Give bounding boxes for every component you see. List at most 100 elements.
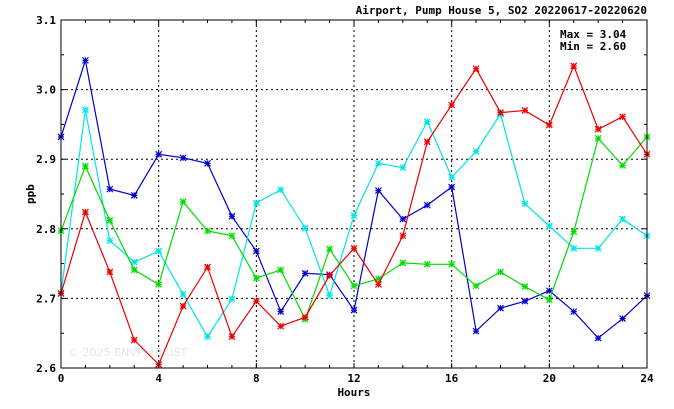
data-point xyxy=(594,125,602,133)
data-point xyxy=(179,198,187,206)
data-point xyxy=(252,247,260,255)
data-point xyxy=(81,56,89,64)
data-point xyxy=(155,281,163,288)
data-point xyxy=(228,333,236,341)
chart-title: Airport, Pump House 5, SO2 20220617-2022… xyxy=(356,4,647,17)
data-point xyxy=(472,65,480,73)
data-point xyxy=(594,244,602,252)
y-axis-label: ppb xyxy=(24,184,37,204)
watermark-text: © 2025 ENVP, HKUST xyxy=(68,346,188,359)
data-point xyxy=(179,290,187,298)
data-point xyxy=(399,164,407,171)
data-point xyxy=(106,237,114,245)
data-point xyxy=(521,283,529,290)
data-point xyxy=(350,306,358,314)
x-tick-label: 0 xyxy=(58,372,65,385)
data-point xyxy=(106,185,114,193)
x-tick-label: 24 xyxy=(640,372,654,385)
data-point xyxy=(472,148,480,155)
data-point xyxy=(399,215,407,223)
data-point xyxy=(570,244,578,252)
data-point xyxy=(204,263,211,271)
data-point xyxy=(204,333,211,341)
data-point xyxy=(252,199,260,207)
data-point xyxy=(277,308,285,316)
data-point xyxy=(155,247,163,255)
data-point xyxy=(228,232,236,240)
data-point xyxy=(448,173,456,181)
y-tick-label: 3.1 xyxy=(36,14,56,27)
data-point xyxy=(81,162,89,170)
data-point xyxy=(277,322,285,330)
data-point xyxy=(472,327,480,335)
data-point xyxy=(179,302,187,310)
data-point xyxy=(204,159,211,167)
y-tick-label: 2.6 xyxy=(36,362,56,375)
x-tick-label: 4 xyxy=(155,372,162,385)
data-point xyxy=(130,191,138,199)
data-point xyxy=(448,260,456,268)
data-point xyxy=(472,282,480,290)
data-point xyxy=(350,282,358,290)
data-point xyxy=(301,224,309,232)
data-point xyxy=(570,308,578,316)
series-line xyxy=(60,109,648,338)
data-point xyxy=(130,266,138,274)
x-tick-label: 8 xyxy=(253,372,260,385)
data-point xyxy=(106,268,114,276)
data-point xyxy=(399,259,407,267)
data-point xyxy=(570,62,578,70)
data-point xyxy=(423,118,431,126)
data-point xyxy=(326,272,334,279)
data-point xyxy=(448,183,456,191)
data-point xyxy=(301,313,309,321)
data-point xyxy=(497,109,504,116)
data-point xyxy=(545,121,553,129)
data-point xyxy=(228,212,236,220)
data-point xyxy=(448,101,456,109)
data-point xyxy=(106,217,114,224)
data-point xyxy=(545,296,553,304)
tick-labels: 0 4 8 12 16 20 24 2.6 2.7 2.8 2.9 3.0 3.1 xyxy=(36,14,654,385)
data-point xyxy=(521,200,529,208)
x-tick-label: 16 xyxy=(445,372,459,385)
data-point xyxy=(81,106,89,114)
data-point xyxy=(570,228,578,236)
data-point xyxy=(619,113,627,121)
series-3 xyxy=(57,133,651,323)
data-point xyxy=(594,134,602,142)
data-point xyxy=(350,244,358,252)
data-point xyxy=(619,162,627,169)
y-tick-label: 2.7 xyxy=(36,292,56,305)
grid-lines xyxy=(61,20,647,368)
data-point xyxy=(521,107,529,114)
data-point xyxy=(423,138,431,146)
data-point xyxy=(374,187,382,194)
data-point xyxy=(130,336,138,344)
data-point xyxy=(179,154,187,162)
data-point xyxy=(350,212,358,220)
data-point xyxy=(545,222,553,230)
data-point xyxy=(277,186,285,194)
min-label: Min = 2.60 xyxy=(560,40,626,53)
max-label: Max = 3.04 xyxy=(560,28,627,41)
tick-marks xyxy=(60,19,648,369)
data-point xyxy=(423,201,431,209)
data-point xyxy=(545,287,553,295)
data-point xyxy=(155,150,163,158)
data-point xyxy=(521,297,529,305)
data-point xyxy=(497,268,504,276)
data-point xyxy=(228,295,236,303)
data-point xyxy=(619,215,627,223)
data-point xyxy=(130,258,138,266)
data-point xyxy=(374,281,382,288)
data-point xyxy=(277,266,285,274)
y-tick-label: 3.0 xyxy=(36,84,56,97)
x-tick-label: 20 xyxy=(543,372,556,385)
x-tick-label: 12 xyxy=(347,372,360,385)
data-point xyxy=(204,227,211,235)
data-point xyxy=(594,334,602,342)
data-point xyxy=(326,292,334,300)
y-tick-label: 2.9 xyxy=(36,153,56,166)
